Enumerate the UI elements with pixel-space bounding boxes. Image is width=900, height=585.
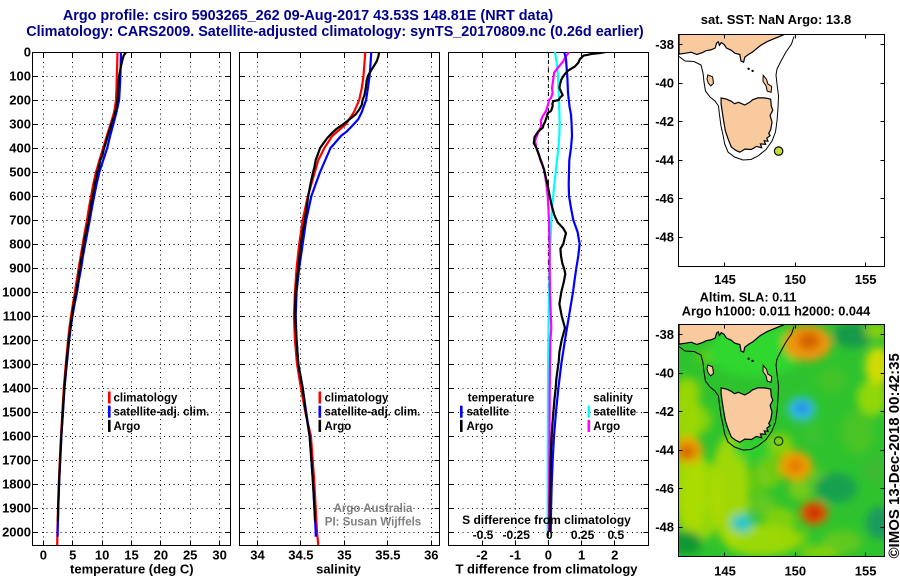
svg-text:1800: 1800 [2, 476, 31, 491]
svg-text:Argo: Argo [325, 421, 352, 433]
svg-text:30: 30 [212, 548, 226, 563]
svg-text:-42: -42 [655, 114, 674, 129]
svg-text:-2: -2 [476, 548, 488, 563]
svg-text:25: 25 [183, 548, 197, 563]
svg-text:20: 20 [154, 548, 168, 563]
svg-text:1700: 1700 [2, 452, 31, 467]
svg-text:-0.25: -0.25 [503, 528, 531, 542]
svg-text:0.25: 0.25 [571, 528, 595, 542]
svg-text:T difference from climatology: T difference from climatology [455, 562, 638, 577]
svg-text:-44: -44 [655, 153, 675, 168]
svg-text:-48: -48 [655, 230, 674, 245]
svg-text:145: 145 [714, 272, 736, 287]
svg-text:900: 900 [9, 260, 31, 275]
svg-text:1600: 1600 [2, 428, 31, 443]
svg-text:-1: -1 [509, 548, 521, 563]
svg-text:150: 150 [784, 272, 806, 287]
svg-text:1100: 1100 [3, 308, 31, 323]
svg-text:100: 100 [9, 68, 31, 83]
svg-text:satellite-adj. clim.: satellite-adj. clim. [325, 407, 421, 419]
svg-text:2: 2 [611, 548, 618, 563]
svg-text:Argo: Argo [593, 421, 620, 433]
svg-text:34.5: 34.5 [288, 548, 313, 563]
svg-text:-44: -44 [655, 443, 675, 458]
svg-text:temperature (deg C): temperature (deg C) [70, 562, 194, 577]
svg-text:35: 35 [337, 548, 351, 563]
svg-text:1900: 1900 [2, 500, 31, 515]
svg-text:15: 15 [124, 548, 138, 563]
svg-text:Argo h1000: 0.011 h2000: 0.044: Argo h1000: 0.011 h2000: 0.044 [682, 304, 871, 319]
svg-text:34: 34 [250, 548, 265, 563]
svg-text:PI: Susan Wijffels: PI: Susan Wijffels [325, 517, 421, 529]
svg-text:S difference from climatology: S difference from climatology [462, 513, 631, 527]
svg-text:satellite: satellite [593, 407, 636, 419]
svg-text:200: 200 [9, 92, 31, 107]
svg-text:300: 300 [9, 116, 31, 131]
svg-text:Argo: Argo [467, 421, 494, 433]
svg-text:700: 700 [9, 212, 31, 227]
svg-text:145: 145 [714, 564, 736, 579]
svg-text:400: 400 [9, 140, 31, 155]
svg-text:-46: -46 [655, 481, 674, 496]
svg-text:1: 1 [578, 548, 585, 563]
svg-text:Altim. SLA: 0.11: Altim. SLA: 0.11 [700, 290, 797, 305]
svg-text:climatology: climatology [114, 393, 179, 405]
svg-text:-46: -46 [655, 191, 674, 206]
svg-text:0: 0 [40, 548, 47, 563]
svg-text:-40: -40 [655, 76, 674, 91]
svg-text:155: 155 [855, 564, 877, 579]
svg-text:sat. SST: NaN Argo: 13.8: sat. SST: NaN Argo: 13.8 [701, 12, 852, 27]
svg-text:-48: -48 [655, 520, 674, 535]
svg-text:0: 0 [546, 528, 553, 542]
svg-text:155: 155 [855, 272, 877, 287]
svg-text:satellite: satellite [467, 407, 510, 419]
svg-text:35.5: 35.5 [375, 548, 400, 563]
svg-text:Argo Australia: Argo Australia [334, 503, 413, 515]
svg-text:salinity: salinity [316, 562, 362, 577]
svg-text:150: 150 [784, 564, 806, 579]
svg-text:satellite-adj. clim.: satellite-adj. clim. [114, 407, 210, 419]
svg-text:1400: 1400 [2, 380, 31, 395]
svg-text:Climatology: CARS2009. Satelli: Climatology: CARS2009. Satellite-adjuste… [26, 24, 644, 40]
svg-text:©IMOS 13-Dec-2018 00:42:35: ©IMOS 13-Dec-2018 00:42:35 [886, 353, 900, 558]
svg-text:600: 600 [9, 188, 31, 203]
svg-text:2000: 2000 [2, 524, 31, 539]
svg-text:0.5: 0.5 [607, 528, 624, 542]
svg-text:800: 800 [9, 236, 31, 251]
svg-text:climatology: climatology [325, 393, 390, 405]
svg-text:-40: -40 [655, 366, 674, 381]
svg-text:temperature: temperature [468, 393, 534, 405]
svg-text:-0.5: -0.5 [473, 528, 494, 542]
svg-text:36: 36 [424, 548, 438, 563]
svg-text:Argo: Argo [114, 421, 141, 433]
svg-text:10: 10 [95, 548, 109, 563]
svg-text:0: 0 [545, 548, 552, 563]
svg-text:1200: 1200 [2, 332, 31, 347]
svg-text:1000: 1000 [2, 284, 31, 299]
svg-text:5: 5 [69, 548, 76, 563]
svg-text:500: 500 [9, 164, 31, 179]
svg-text:0: 0 [24, 44, 31, 59]
svg-text:1300: 1300 [2, 356, 31, 371]
svg-text:-38: -38 [655, 37, 674, 52]
svg-text:1500: 1500 [2, 404, 31, 419]
svg-text:salinity: salinity [593, 393, 633, 405]
svg-text:Argo profile: csiro 5903265_26: Argo profile: csiro 5903265_262 09-Aug-2… [63, 8, 554, 24]
svg-text:-42: -42 [655, 404, 674, 419]
svg-text:-38: -38 [655, 327, 674, 342]
